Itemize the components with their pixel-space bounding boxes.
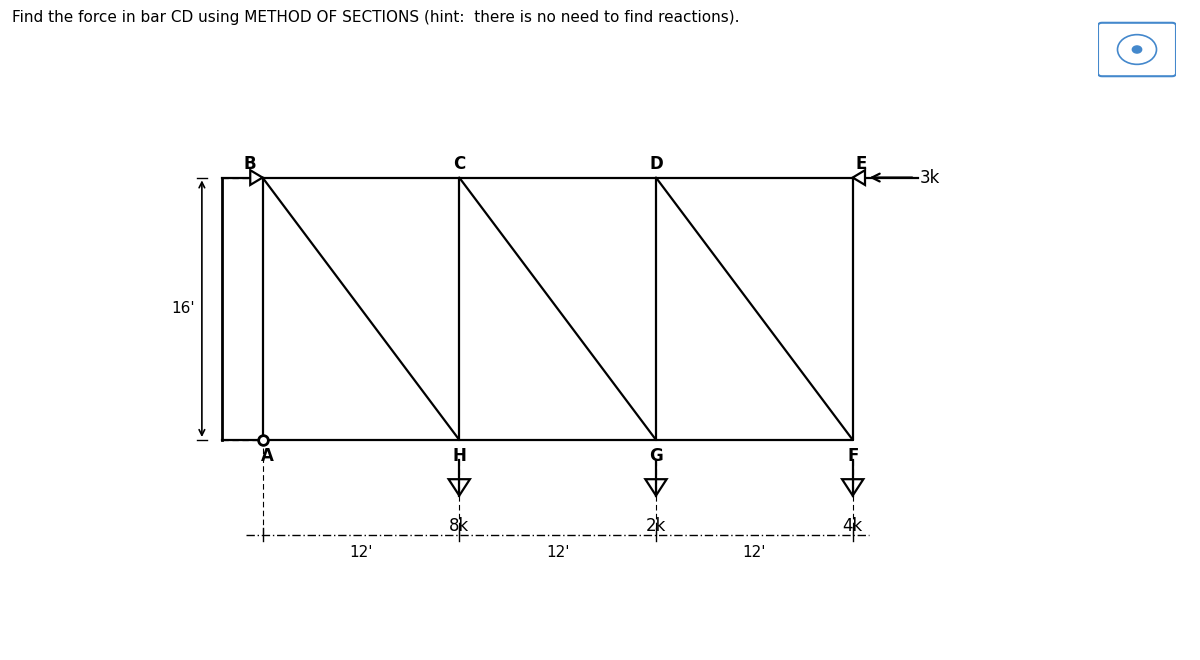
Text: H: H — [452, 447, 466, 465]
Circle shape — [1133, 46, 1141, 53]
Text: A: A — [262, 447, 274, 465]
Text: D: D — [649, 156, 662, 174]
Polygon shape — [853, 170, 865, 185]
Text: F: F — [847, 447, 858, 465]
Text: C: C — [454, 156, 466, 174]
Text: 2k: 2k — [646, 517, 666, 535]
FancyBboxPatch shape — [1098, 23, 1176, 77]
Text: 12': 12' — [349, 544, 373, 560]
Text: G: G — [649, 447, 662, 465]
Text: 3k: 3k — [920, 168, 941, 187]
Polygon shape — [251, 170, 263, 185]
Text: 8k: 8k — [449, 517, 469, 535]
Text: 12': 12' — [743, 544, 766, 560]
Text: E: E — [856, 156, 866, 174]
Text: B: B — [244, 156, 256, 174]
Text: 4k: 4k — [842, 517, 863, 535]
Text: 16': 16' — [172, 301, 196, 316]
Text: Find the force in bar CD using METHOD OF SECTIONS (hint:  there is no need to fi: Find the force in bar CD using METHOD OF… — [12, 10, 739, 25]
Text: 12': 12' — [546, 544, 569, 560]
